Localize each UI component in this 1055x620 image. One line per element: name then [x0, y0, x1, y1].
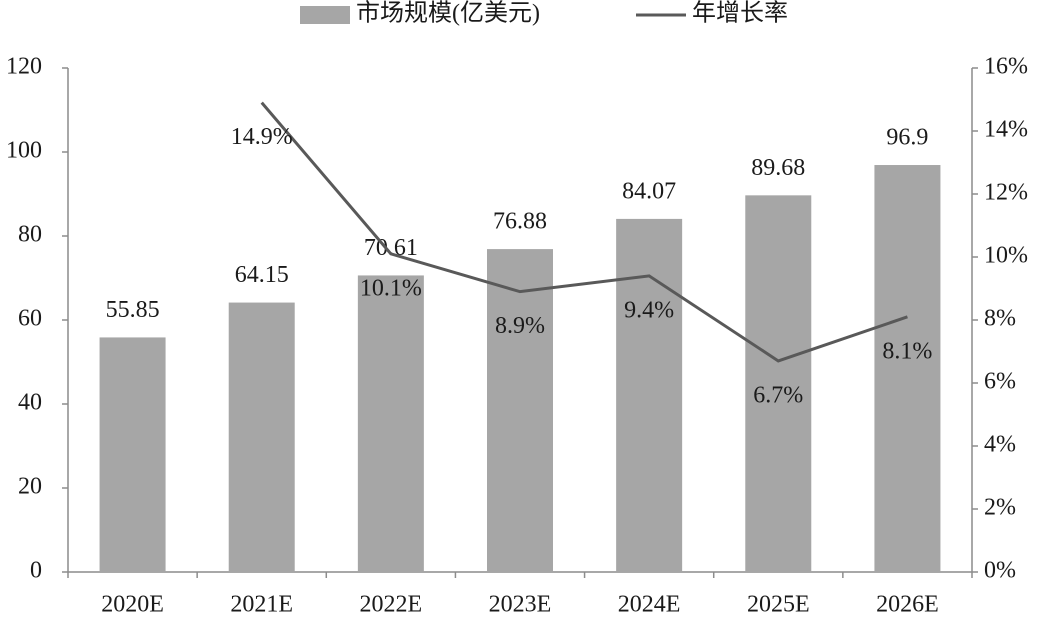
bar [99, 337, 166, 572]
bar-value-label: 89.68 [751, 155, 805, 181]
x-tick-label: 2020E [101, 592, 164, 618]
y2-tick-label: 8% [984, 306, 1016, 332]
y-tick-label: 60 [18, 306, 42, 332]
y2-tick-label: 2% [984, 495, 1016, 521]
bar-value-label: 70.61 [364, 235, 418, 261]
bar [487, 249, 553, 572]
bar-value-label: 64.15 [235, 262, 289, 288]
x-tick-label: 2026E [876, 592, 939, 618]
legend-label: 年增长率 [692, 0, 788, 27]
bar [357, 275, 424, 572]
line-value-label: 6.7% [753, 382, 803, 408]
bar-value-label: 96.9 [886, 125, 928, 151]
x-tick-label: 2022E [360, 592, 423, 618]
line-value-label: 9.4% [624, 297, 674, 323]
y-tick-label: 100 [6, 138, 42, 164]
y2-tick-label: 14% [984, 117, 1028, 143]
legend-swatch [300, 6, 350, 24]
x-tick-label: 2021E [230, 592, 293, 618]
y-tick-label: 20 [18, 474, 42, 500]
line [260, 101, 908, 363]
y2-tick-label: 16% [984, 54, 1028, 80]
bar-value-label: 84.07 [622, 178, 676, 204]
bar-value-label: 76.88 [493, 209, 547, 235]
y2-tick-label: 12% [984, 180, 1028, 206]
line-value-label: 8.9% [495, 313, 545, 339]
bar [616, 218, 683, 572]
bar [874, 165, 941, 572]
bar-value-label: 55.85 [106, 297, 160, 323]
y2-tick-label: 4% [984, 432, 1016, 458]
x-tick-label: 2023E [489, 592, 552, 618]
bar [228, 302, 295, 572]
line-value-label: 14.9% [231, 124, 293, 150]
legend-label: 市场规模(亿美元) [356, 0, 540, 27]
y-tick-label: 0 [30, 558, 42, 584]
y-tick-label: 40 [18, 390, 42, 416]
x-tick-label: 2024E [618, 592, 681, 618]
line-value-label: 10.1% [360, 275, 422, 301]
bar [745, 195, 812, 572]
y2-tick-label: 0% [984, 558, 1016, 584]
line-value-label: 8.1% [882, 338, 932, 364]
y-tick-label: 120 [6, 54, 42, 80]
y2-tick-label: 10% [984, 243, 1028, 269]
x-tick-label: 2025E [747, 592, 810, 618]
y-tick-label: 80 [18, 222, 42, 248]
y2-tick-label: 6% [984, 369, 1016, 395]
